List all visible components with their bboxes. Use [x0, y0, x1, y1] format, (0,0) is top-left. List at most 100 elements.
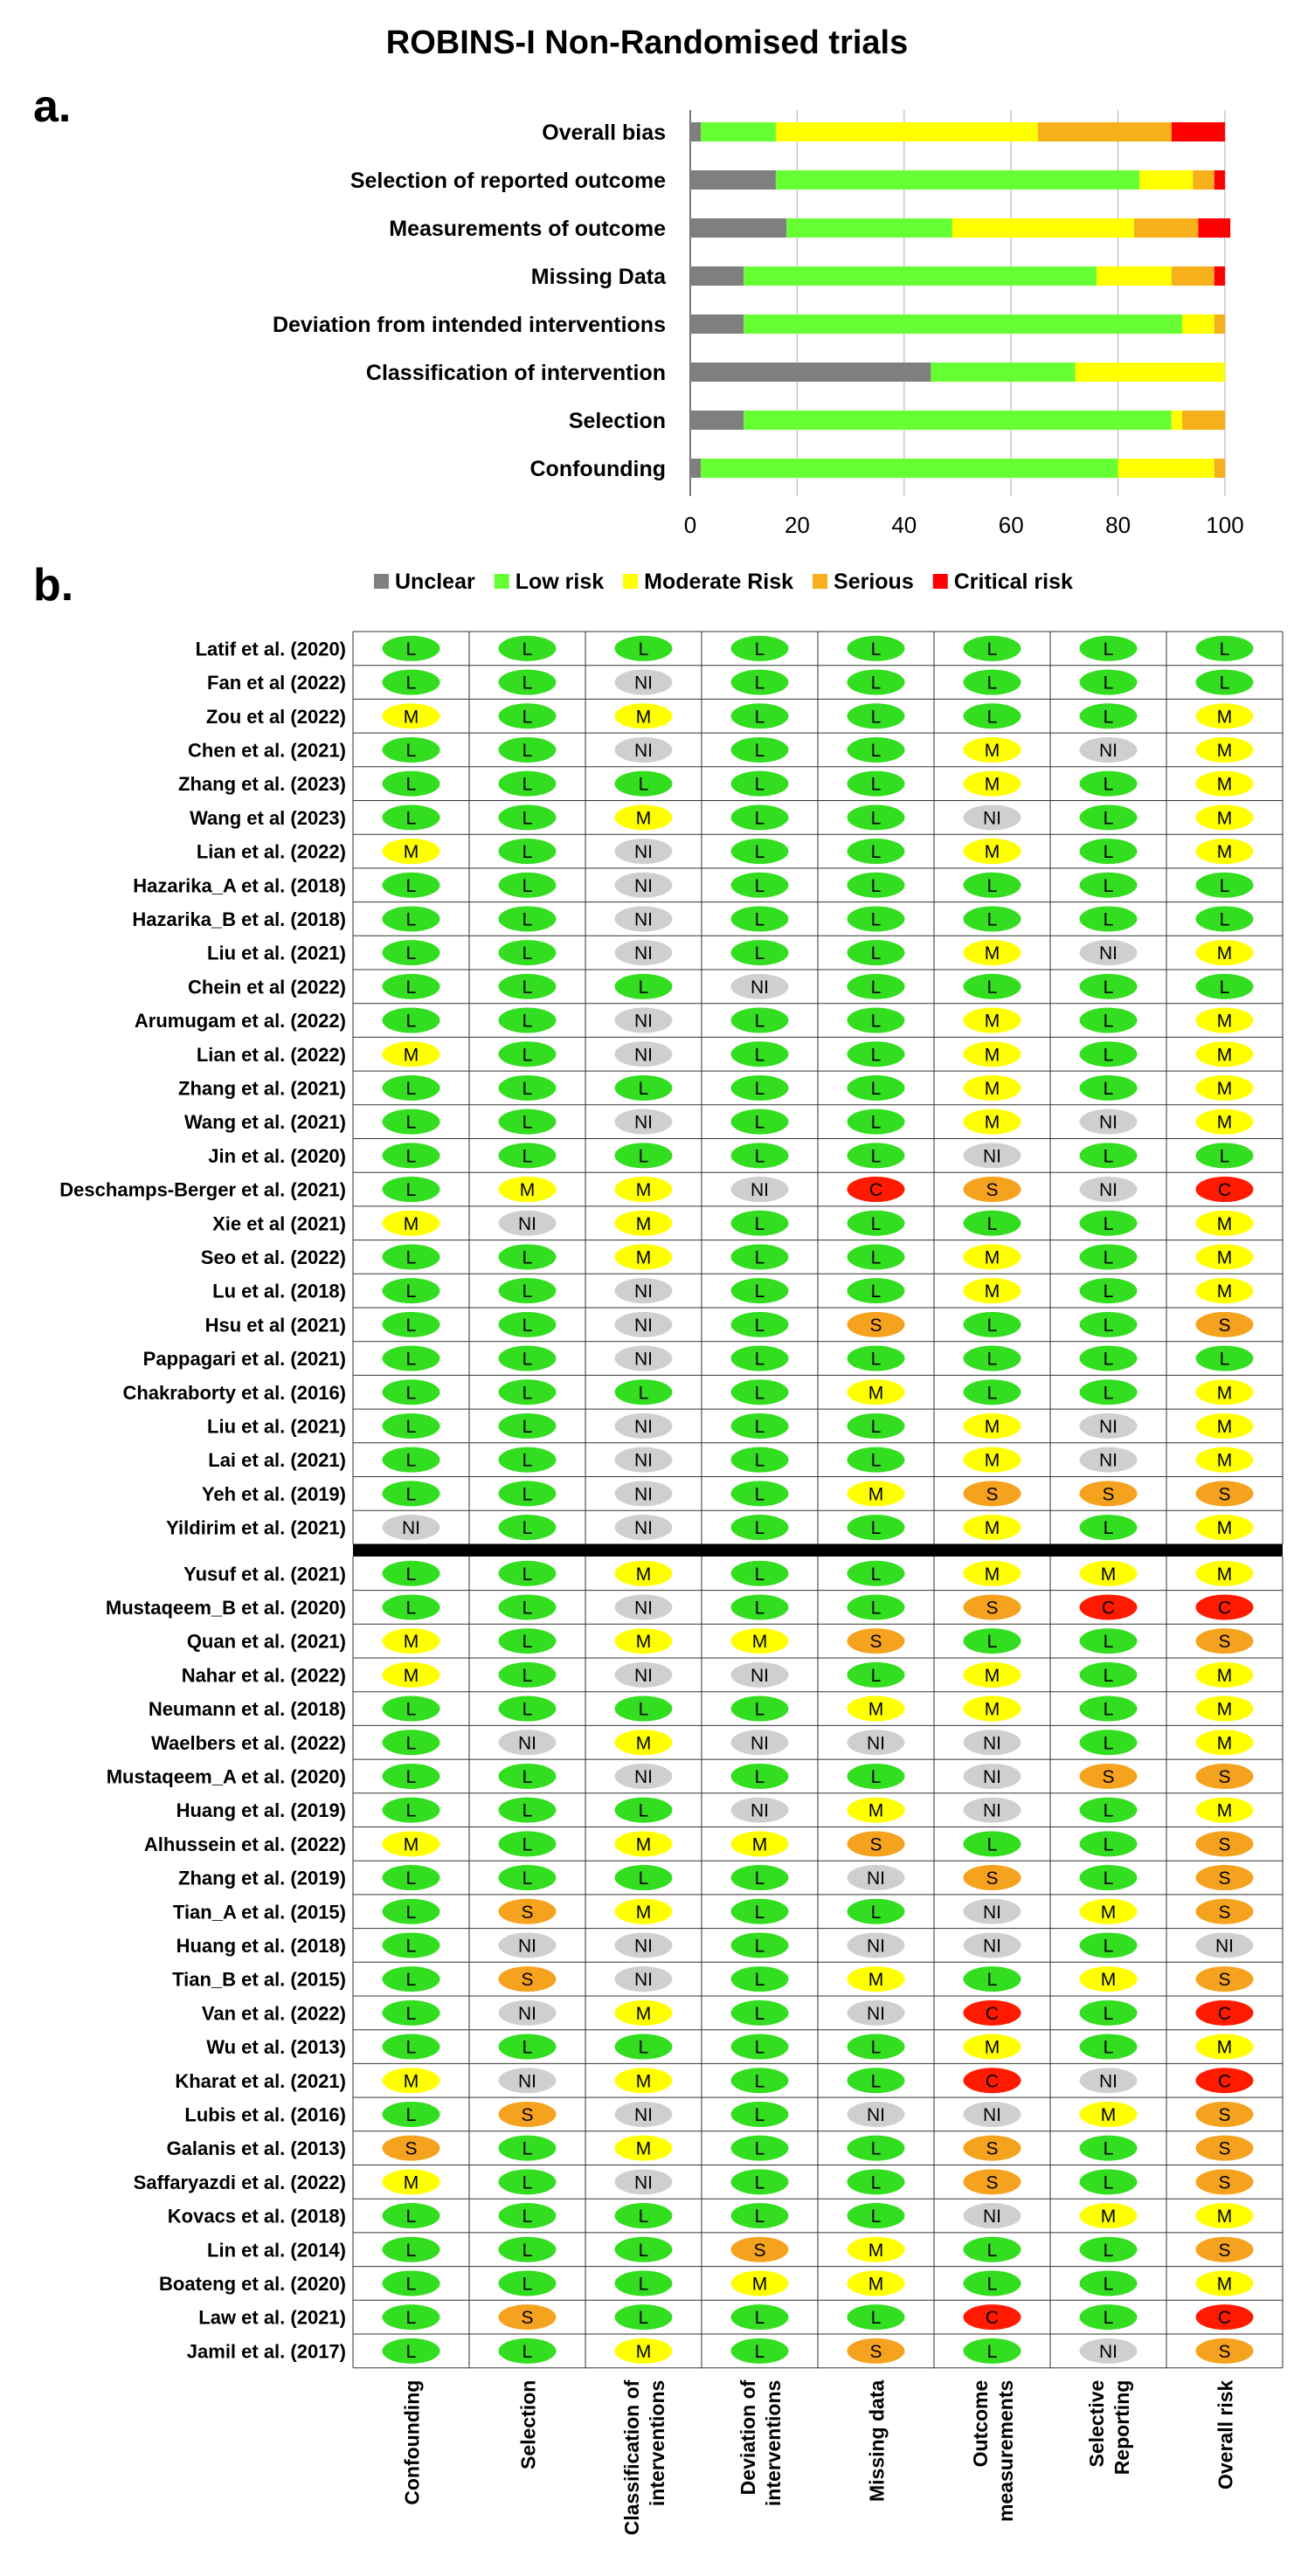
- rating-ellipse: [730, 872, 789, 898]
- rating-label: S: [1218, 2172, 1230, 2193]
- rating-ellipse: [730, 703, 789, 729]
- rating-ellipse: [1079, 1594, 1138, 1620]
- rating-ellipse: [614, 1278, 673, 1304]
- rating-ellipse: [498, 1865, 557, 1891]
- rating-ellipse: [498, 1345, 557, 1371]
- bar-segment: [690, 266, 744, 286]
- study-label: Neumann et al. (2018): [149, 1698, 346, 1720]
- rating-ellipse: [730, 1831, 789, 1857]
- rating-ellipse: [498, 2203, 557, 2229]
- rating-ellipse: [1195, 1177, 1254, 1203]
- rating-label: S: [986, 2139, 998, 2159]
- rating-ellipse: [1195, 1311, 1254, 1337]
- rating-label: L: [1104, 2274, 1114, 2294]
- rating-ellipse: [382, 1210, 440, 1236]
- rating-ellipse: [614, 2068, 673, 2094]
- rating-ellipse: [614, 2101, 673, 2127]
- rating-label: L: [522, 1801, 533, 1821]
- rating-ellipse: [730, 770, 789, 797]
- rating-ellipse: [847, 1594, 905, 1620]
- rating-ellipse: [614, 1763, 673, 1789]
- rating-label: M: [1217, 842, 1233, 862]
- rating-ellipse: [382, 1244, 440, 1270]
- column-header: Outcome: [969, 2380, 992, 2468]
- rating-label: L: [755, 1316, 765, 1336]
- rating-ellipse: [963, 1345, 1021, 1371]
- rating-ellipse: [963, 2135, 1021, 2161]
- rating-label: NI: [1099, 1417, 1118, 1437]
- rating-label: L: [522, 2274, 533, 2294]
- rating-label: M: [1217, 707, 1233, 727]
- rating-ellipse: [1195, 906, 1254, 932]
- bar-segment: [786, 218, 952, 238]
- rating-label: L: [987, 1383, 998, 1403]
- rating-ellipse: [498, 1177, 557, 1203]
- rating-label: NI: [751, 1666, 769, 1686]
- rating-ellipse: [963, 805, 1021, 831]
- rating-ellipse: [1079, 1345, 1138, 1371]
- rating-ellipse: [1079, 1515, 1138, 1541]
- rating-label: L: [1104, 1012, 1114, 1032]
- rating-label: L: [522, 1012, 533, 1032]
- rating-label: M: [985, 1012, 1000, 1032]
- rating-ellipse: [730, 2068, 789, 2094]
- rating-ellipse: [498, 1447, 557, 1473]
- rating-ellipse: [382, 2068, 440, 2094]
- rating-ellipse: [382, 1379, 440, 1405]
- rating-label: L: [406, 1903, 417, 1923]
- rating-ellipse: [382, 2101, 440, 2127]
- rating-label: L: [406, 1281, 417, 1302]
- rating-ellipse: [963, 1797, 1021, 1823]
- bar-segment: [1193, 170, 1214, 190]
- rating-ellipse: [847, 1007, 905, 1033]
- rating-label: S: [405, 2139, 417, 2159]
- rating-ellipse: [382, 1831, 440, 1857]
- x-tick-label: 60: [999, 512, 1024, 538]
- rating-ellipse: [614, 1932, 673, 1958]
- rating-ellipse: [1079, 2236, 1138, 2262]
- rating-ellipse: [1195, 1007, 1254, 1033]
- rating-label: S: [869, 1632, 882, 1652]
- rating-ellipse: [963, 973, 1021, 999]
- rating-label: S: [869, 1834, 882, 1854]
- study-label: Jamil et al. (2017): [187, 2340, 346, 2362]
- rating-ellipse: [963, 1560, 1021, 1586]
- rating-label: L: [755, 943, 765, 963]
- rating-label: L: [522, 1451, 533, 1471]
- rating-label: S: [1218, 1767, 1230, 1787]
- rating-label: L: [406, 977, 417, 998]
- rating-label: L: [1104, 1733, 1114, 1753]
- rating-ellipse: [1195, 805, 1254, 831]
- rating-label: L: [1104, 1247, 1114, 1267]
- rating-ellipse: [963, 1143, 1021, 1169]
- rating-label: NI: [1099, 1451, 1118, 1471]
- rating-label: L: [522, 1666, 533, 1686]
- x-tick-label: 100: [1206, 512, 1243, 538]
- rating-ellipse: [382, 1278, 440, 1304]
- column-header: Confounding: [401, 2380, 424, 2505]
- study-label: Tian_B et al. (2015): [172, 1969, 346, 1991]
- rating-label: L: [406, 673, 417, 694]
- rating-label: C: [1218, 1180, 1231, 1200]
- legend-swatch: [813, 574, 828, 589]
- rating-ellipse: [1079, 1898, 1138, 1924]
- rating-ellipse: [382, 1108, 440, 1135]
- rating-ellipse: [382, 2034, 440, 2060]
- rating-ellipse: [1195, 1966, 1254, 1992]
- rating-ellipse: [847, 805, 905, 831]
- rating-label: L: [755, 1518, 765, 1538]
- bar-segment: [690, 218, 787, 238]
- rating-ellipse: [1079, 2101, 1138, 2127]
- rating-ellipse: [614, 1074, 673, 1101]
- rating-ellipse: [730, 1898, 789, 1924]
- rating-label: L: [755, 1484, 765, 1504]
- rating-label: S: [1218, 2342, 1230, 2362]
- study-label: Wang et al. (2021): [184, 1111, 346, 1133]
- rating-ellipse: [847, 1831, 905, 1857]
- rating-label: L: [755, 1970, 765, 1990]
- rating-ellipse: [847, 1481, 905, 1507]
- rating-label: NI: [1099, 943, 1118, 963]
- rating-ellipse: [1079, 1661, 1138, 1688]
- rating-ellipse: [730, 1041, 789, 1067]
- rating-ellipse: [847, 1108, 905, 1135]
